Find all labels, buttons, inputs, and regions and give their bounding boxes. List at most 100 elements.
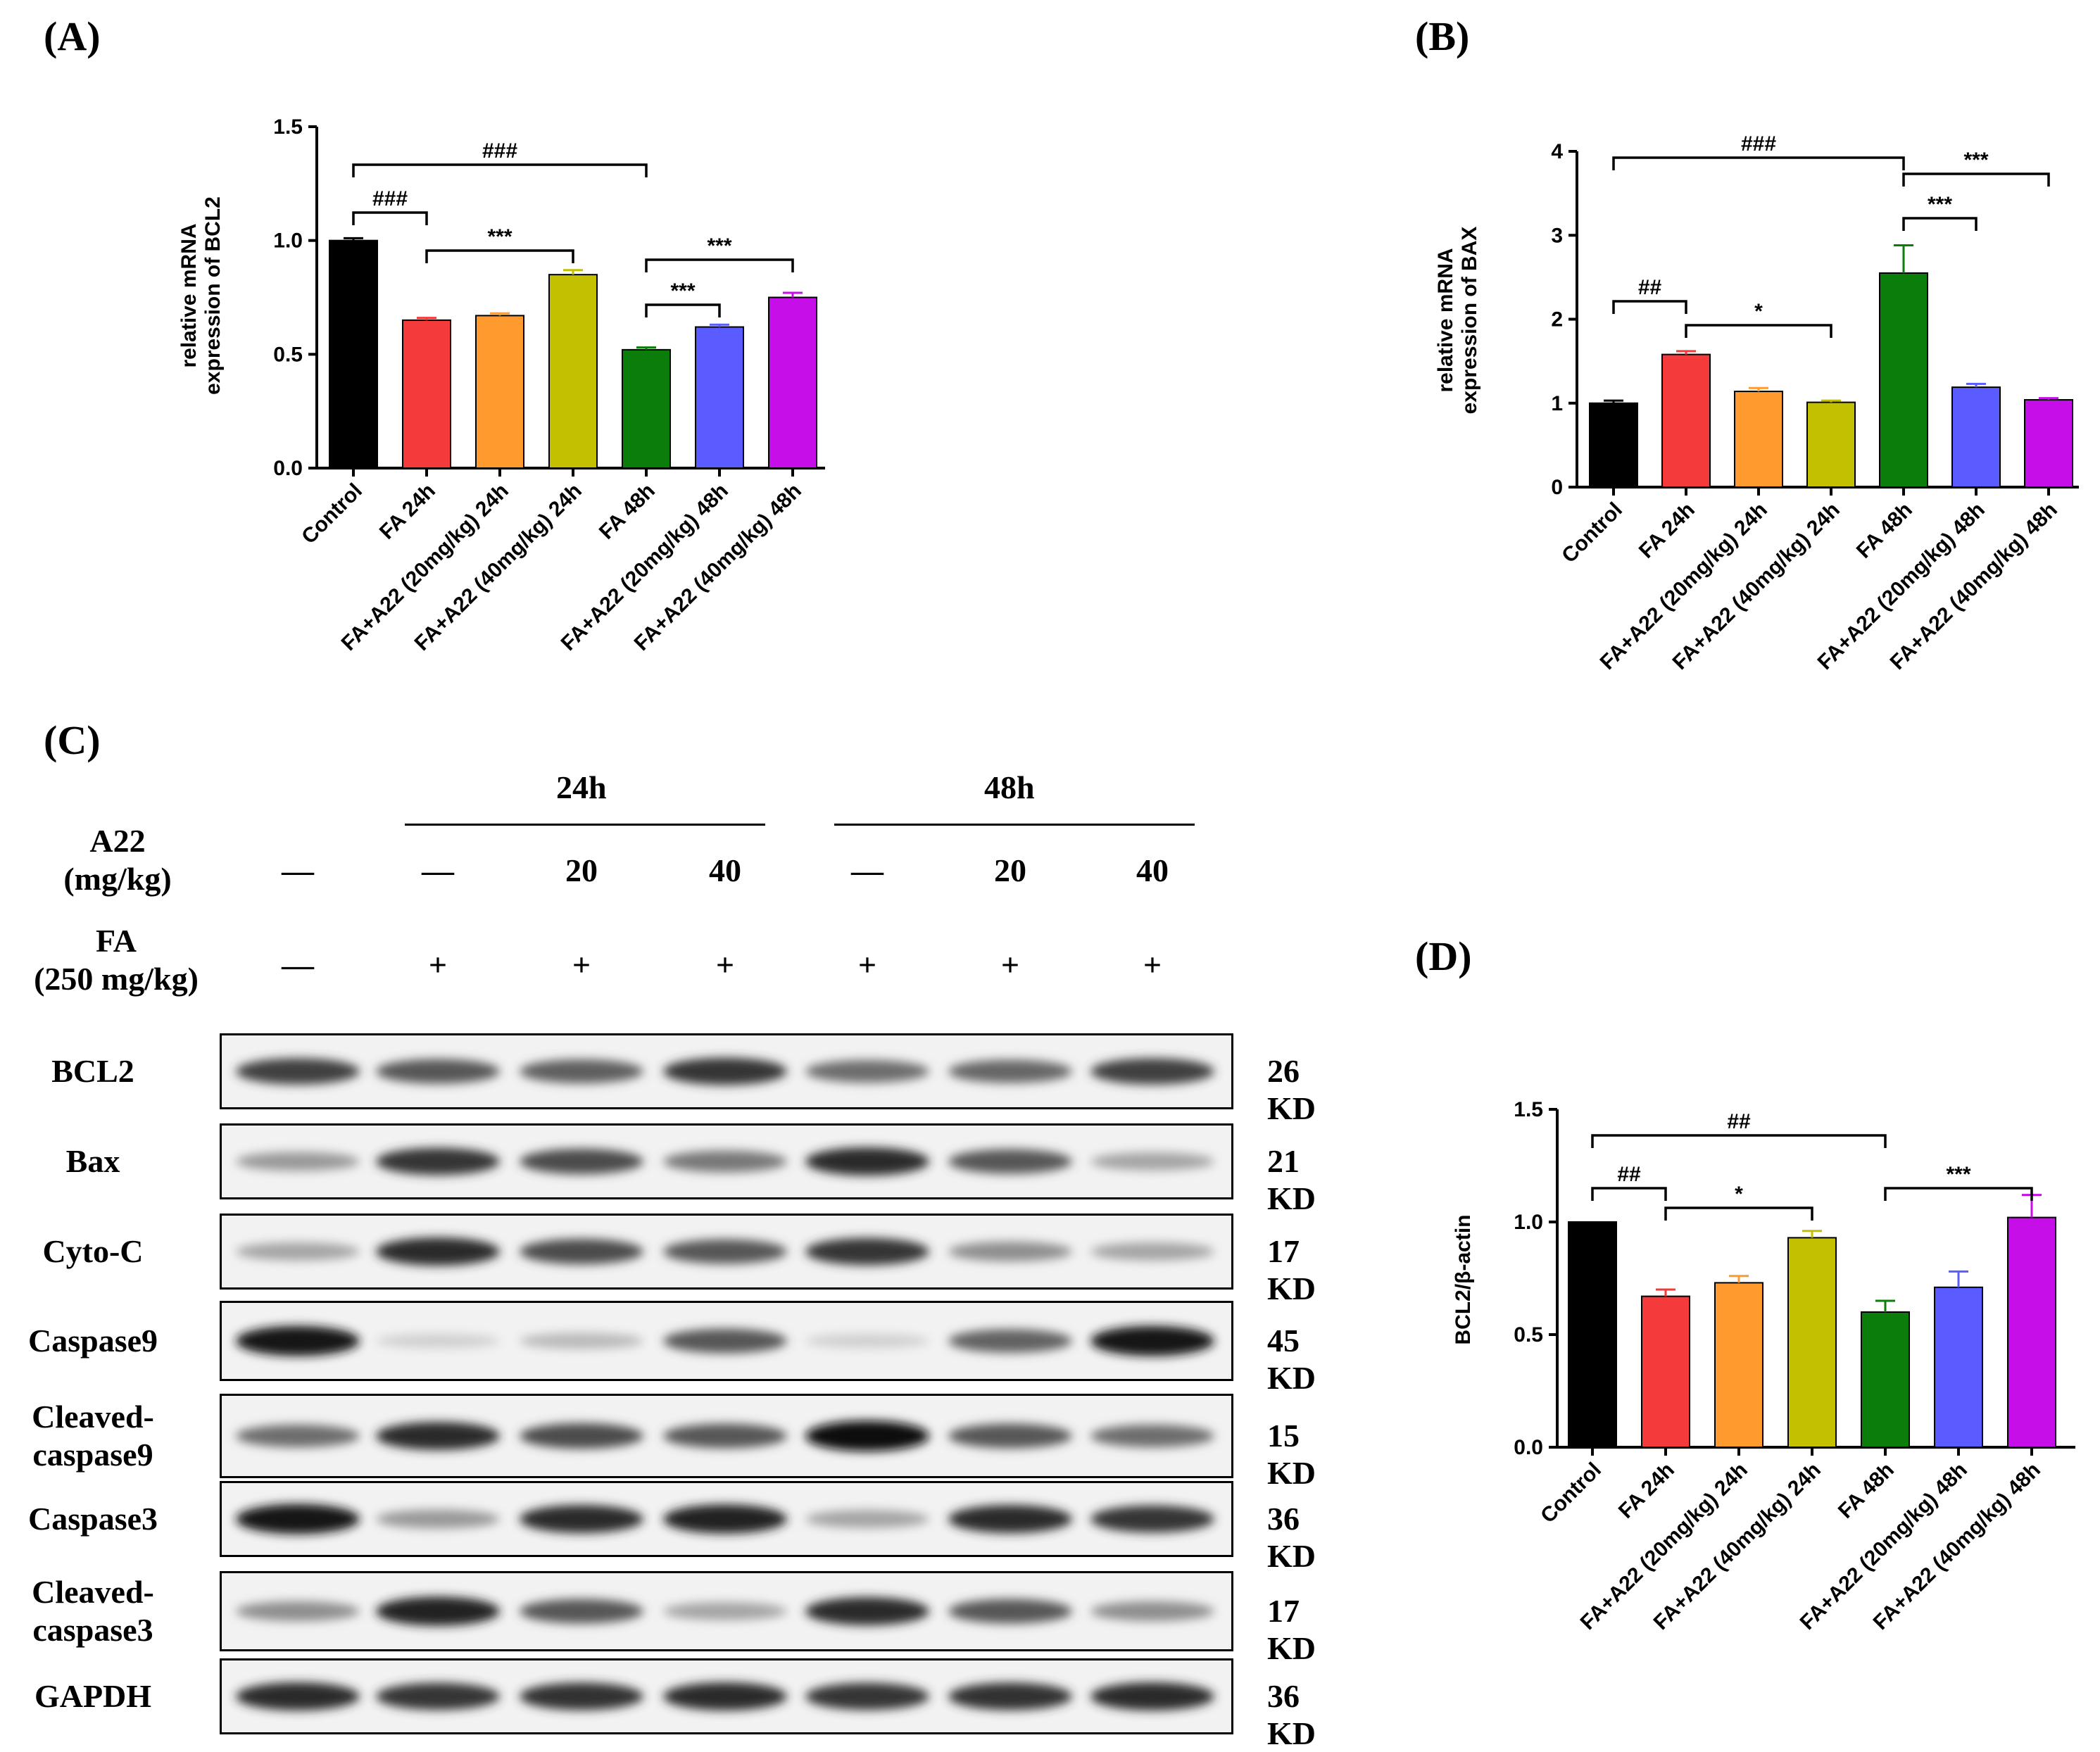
blot-row-label: Cleaved-caspase3 <box>32 1574 154 1648</box>
y-tick-label: 1.5 <box>1514 1098 1543 1121</box>
blot-band <box>805 1596 929 1626</box>
significance-label: * <box>1754 300 1763 323</box>
blot-molecular-weight: 36 KD <box>1267 1678 1316 1751</box>
y-tick-label: 0.5 <box>273 343 303 366</box>
group-24h-line <box>405 824 765 826</box>
significance-bracket: ## <box>1591 1110 1887 1148</box>
y-tick-label: 2 <box>1551 308 1563 332</box>
blot-band <box>663 1423 787 1449</box>
blot-strip <box>220 1394 1233 1478</box>
fa-dose-value: + <box>857 947 877 983</box>
significance-label: ## <box>1727 1110 1751 1133</box>
blot-band <box>520 1148 643 1175</box>
fa-dose-value: — <box>282 947 314 983</box>
blot-band <box>376 1682 500 1710</box>
significance-label: * <box>1735 1183 1743 1206</box>
x-tick-label: FA 24h <box>1635 498 1699 563</box>
a22-dose-value: 40 <box>709 852 741 888</box>
bar <box>1934 1286 1983 1448</box>
blot-band <box>520 1059 643 1084</box>
blot-band <box>663 1057 787 1085</box>
y-tick-label: 0.0 <box>273 457 303 480</box>
bar <box>1861 1311 1910 1448</box>
significance-bracket: ### <box>352 187 428 225</box>
blot-band <box>805 1420 929 1451</box>
bar <box>329 239 378 469</box>
significance-bracket: ## <box>1591 1163 1667 1201</box>
fa-dose-value: + <box>1143 947 1162 983</box>
blot-band <box>1090 1682 1214 1711</box>
significance-bracket: *** <box>1884 1163 2033 1201</box>
y-tick-label: 0 <box>1551 476 1563 499</box>
significance-bracket: *** <box>1902 149 2050 187</box>
bar <box>2007 1216 2056 1448</box>
blot-band <box>520 1332 643 1349</box>
y-tick-label: 3 <box>1551 224 1563 247</box>
blot-band <box>805 1147 929 1176</box>
blot-strip <box>220 1658 1233 1734</box>
blot-strip <box>220 1214 1233 1290</box>
bar <box>402 319 451 469</box>
blot-band <box>663 1504 787 1534</box>
significance-label: ### <box>372 187 408 210</box>
blot-band <box>520 1682 643 1710</box>
blot-row-label: Caspase3 <box>27 1501 158 1537</box>
x-tick-label: Control <box>1536 1458 1606 1528</box>
fa-label-line-2: (250 mg/kg) <box>34 961 199 997</box>
blot-row-label: GAPDH <box>34 1678 152 1714</box>
blot-strip <box>220 1481 1233 1557</box>
x-tick-label: FA 48h <box>1852 498 1917 563</box>
blot-band <box>1090 1424 1214 1448</box>
blot-molecular-weight: 17 KD <box>1267 1233 1316 1306</box>
bar <box>1641 1295 1690 1448</box>
x-tick-label: Control <box>297 479 367 549</box>
blot-band <box>805 1237 929 1266</box>
blot-molecular-weight: 36 KD <box>1267 1501 1316 1574</box>
y-tick-label: 1.5 <box>273 115 303 139</box>
bar <box>2024 398 2073 488</box>
significance-label: *** <box>670 279 695 303</box>
group-24h-label: 24h <box>556 769 607 805</box>
x-tick-label: FA 48h <box>595 479 660 544</box>
blot-band <box>236 1325 360 1356</box>
bar <box>768 296 817 469</box>
blot-band <box>236 1058 360 1085</box>
bar <box>475 315 524 469</box>
bar <box>1568 1221 1617 1448</box>
fa-dose-value: + <box>428 947 448 983</box>
blot-band <box>948 1149 1072 1174</box>
significance-label: ### <box>1741 132 1776 156</box>
a22-dose-value: 20 <box>994 852 1026 888</box>
y-axis-label: expression of BCL2 <box>201 196 225 395</box>
blot-band <box>948 1059 1072 1083</box>
significance-label: *** <box>1928 193 1952 216</box>
significance-label: *** <box>707 234 731 258</box>
blot-band <box>1090 1152 1214 1171</box>
blot-band <box>376 1333 500 1349</box>
group-48h-label: 48h <box>984 769 1035 805</box>
bar <box>1879 272 1928 488</box>
x-tick-label: FA 24h <box>1614 1458 1679 1523</box>
blot-band <box>236 1601 360 1622</box>
significance-bracket: *** <box>645 279 721 317</box>
blot-band <box>236 1424 360 1448</box>
blot-molecular-weight: 26 KD <box>1267 1053 1316 1126</box>
blot-band <box>948 1682 1072 1710</box>
significance-label: ## <box>1638 276 1662 299</box>
significance-bracket: ### <box>352 139 648 177</box>
blot-band <box>236 1682 360 1711</box>
y-tick-label: 0.5 <box>1514 1323 1543 1347</box>
blot-band <box>805 1333 929 1349</box>
significance-bracket: *** <box>645 234 794 272</box>
a22-dose-value: — <box>422 852 454 888</box>
y-tick-label: 1 <box>1551 392 1563 415</box>
significance-label: *** <box>487 225 512 248</box>
significance-bracket: * <box>1664 1183 1813 1221</box>
bar <box>1787 1237 1837 1448</box>
blot-band <box>376 1237 500 1266</box>
blot-band <box>948 1423 1072 1449</box>
significance-bracket: *** <box>425 225 574 263</box>
blot-band <box>1090 1505 1214 1533</box>
bcl2-mrna-chart: 0.0 0.5 1.0 1.5 relative mRNA expression of B… <box>177 115 825 655</box>
